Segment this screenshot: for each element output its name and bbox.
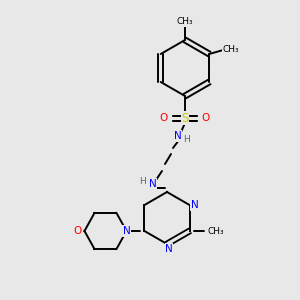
Text: O: O — [202, 113, 210, 123]
Text: N: N — [174, 131, 182, 141]
Text: N: N — [190, 200, 198, 210]
Text: O: O — [74, 226, 82, 236]
Text: CH₃: CH₃ — [223, 46, 240, 55]
Text: O: O — [160, 113, 168, 123]
Text: S: S — [181, 112, 189, 124]
Text: N: N — [165, 244, 173, 254]
Text: H: H — [184, 134, 190, 143]
Text: N: N — [149, 179, 157, 189]
Text: CH₃: CH₃ — [177, 17, 193, 26]
Text: H: H — [140, 176, 146, 185]
Text: CH₃: CH₃ — [207, 226, 224, 236]
Text: N: N — [123, 226, 130, 236]
